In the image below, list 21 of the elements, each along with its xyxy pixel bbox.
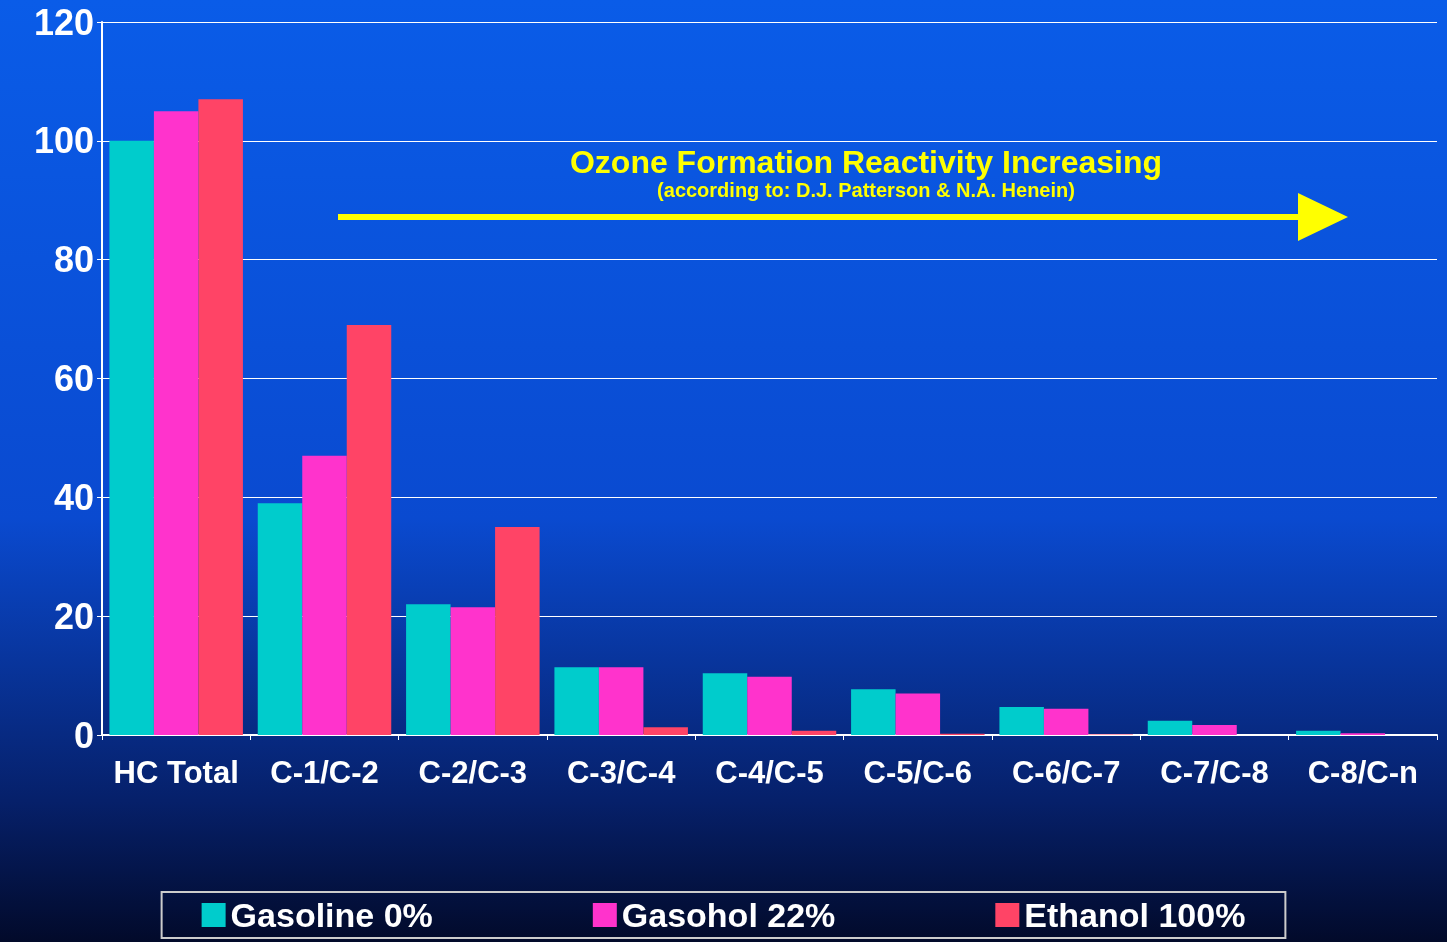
annotation: Ozone Formation Reactivity Increasing bbox=[569, 144, 1163, 180]
legend-label: Gasohol 22% bbox=[621, 896, 836, 934]
x-tick-label: C-5/C-6 bbox=[863, 755, 973, 790]
legend-label: Ethanol 100% bbox=[1024, 896, 1246, 934]
x-tick-label: C-8/C-n bbox=[1307, 755, 1418, 790]
y-tick-label: 20 bbox=[53, 595, 94, 637]
x-tick-label: HC Total bbox=[113, 755, 239, 790]
x-tick-label: C-1/C-2 bbox=[270, 755, 379, 790]
annotation: (according to: D.J. Patterson & N.A. Henein) bbox=[657, 179, 1075, 201]
y-tick-label: 120 bbox=[33, 1, 94, 43]
y-tick-label: 0 bbox=[73, 714, 94, 756]
y-tick-label: 60 bbox=[53, 358, 94, 399]
x-tick-label: C-6/C-7 bbox=[1011, 755, 1121, 790]
x-tick-label: C-3/C-4 bbox=[566, 755, 677, 790]
x-tick-label: C-2/C-3 bbox=[418, 755, 528, 790]
y-tick-label: 40 bbox=[53, 476, 94, 518]
y-tick-label: 80 bbox=[53, 239, 94, 281]
y-tick-label: 100 bbox=[33, 120, 94, 162]
x-tick-label: C-7/C-8 bbox=[1160, 755, 1269, 790]
legend-label: Gasoline 0% bbox=[230, 896, 433, 934]
x-tick-label: C-4/C-5 bbox=[715, 755, 824, 790]
